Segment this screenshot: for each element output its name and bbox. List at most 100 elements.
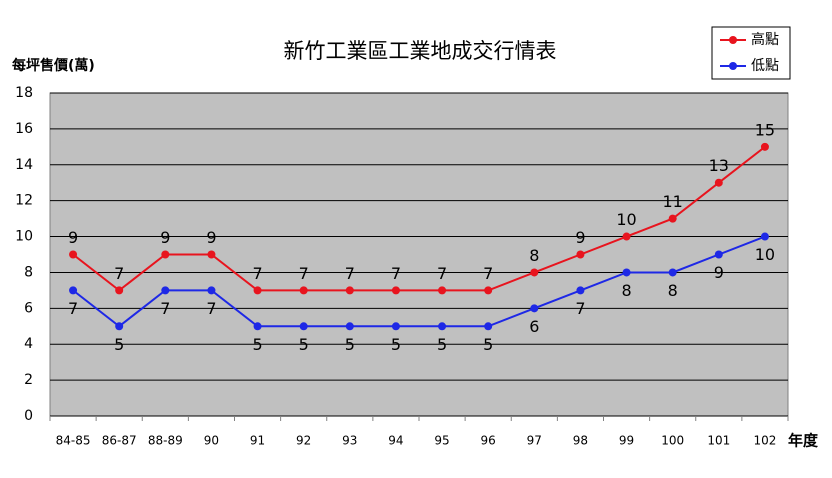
data-point xyxy=(438,322,447,331)
data-point xyxy=(391,322,400,331)
x-tick-label: 86-87 xyxy=(102,434,137,448)
data-label: 15 xyxy=(755,120,775,139)
legend-label: 高點 xyxy=(751,31,779,48)
data-point xyxy=(438,286,447,295)
data-point xyxy=(484,322,493,331)
x-tick-label: 102 xyxy=(753,434,776,448)
data-point xyxy=(299,322,308,331)
y-tick-label: 12 xyxy=(15,193,33,209)
x-axis-label: 年度 xyxy=(788,432,819,450)
x-tick-label: 100 xyxy=(661,434,684,448)
data-label: 5 xyxy=(252,335,262,354)
y-tick-label: 8 xyxy=(24,264,33,280)
data-label: 7 xyxy=(160,299,170,318)
chart-title: 新竹工業區工業地成交行情表 xyxy=(284,39,557,63)
legend-marker xyxy=(729,36,737,44)
y-tick-label: 18 xyxy=(15,85,33,101)
data-label: 10 xyxy=(616,210,636,229)
data-label: 8 xyxy=(529,246,539,265)
x-tick-label: 94 xyxy=(388,434,403,448)
data-label: 7 xyxy=(437,264,447,283)
data-point xyxy=(484,286,493,295)
data-point xyxy=(760,232,769,241)
data-label: 7 xyxy=(114,264,124,283)
data-point xyxy=(345,322,354,331)
data-point xyxy=(760,142,769,151)
y-tick-label: 4 xyxy=(24,336,33,352)
data-point xyxy=(69,286,78,295)
data-label: 8 xyxy=(621,281,631,300)
y-tick-label: 6 xyxy=(24,300,33,316)
data-label: 7 xyxy=(483,264,493,283)
x-tick-label: 93 xyxy=(342,434,357,448)
data-label: 7 xyxy=(345,264,355,283)
data-label: 11 xyxy=(663,192,683,211)
legend-box xyxy=(711,26,791,80)
data-point xyxy=(161,286,170,295)
data-label: 5 xyxy=(483,335,493,354)
data-point xyxy=(714,178,723,187)
data-point xyxy=(253,286,262,295)
x-tick-label: 97 xyxy=(527,434,542,448)
data-point xyxy=(161,250,170,259)
data-label: 9 xyxy=(160,228,170,247)
series-line xyxy=(72,146,766,292)
data-label: 9 xyxy=(68,228,78,247)
y-tick-label: 14 xyxy=(15,157,33,173)
data-label: 9 xyxy=(714,263,724,282)
x-tick-label: 101 xyxy=(707,434,730,448)
legend-label: 低點 xyxy=(751,58,779,74)
data-label: 8 xyxy=(668,281,678,300)
data-point xyxy=(668,268,677,277)
data-point xyxy=(69,250,78,259)
data-point xyxy=(391,286,400,295)
x-tick-label: 96 xyxy=(481,434,496,448)
legend-marker xyxy=(729,62,737,70)
data-label: 9 xyxy=(206,228,216,247)
x-tick-label: 99 xyxy=(619,434,634,448)
data-label: 7 xyxy=(299,264,309,283)
data-point xyxy=(253,322,262,331)
data-label: 10 xyxy=(755,245,775,264)
x-tick-label: 88-89 xyxy=(148,434,183,448)
y-axis-label: 每坪售價(萬) xyxy=(12,57,95,74)
data-label: 5 xyxy=(391,335,401,354)
y-tick-label: 2 xyxy=(24,372,33,388)
data-point xyxy=(115,322,124,331)
x-tick-label: 84-85 xyxy=(56,434,91,448)
series-line xyxy=(72,235,766,328)
data-label: 7 xyxy=(206,299,216,318)
data-label: 9 xyxy=(575,228,585,247)
data-point xyxy=(530,304,539,313)
data-point xyxy=(299,286,308,295)
data-label: 5 xyxy=(114,335,124,354)
data-point xyxy=(668,214,677,223)
data-point xyxy=(345,286,354,295)
data-point xyxy=(576,250,585,259)
data-point xyxy=(207,286,216,295)
data-label: 13 xyxy=(709,156,729,175)
data-label: 7 xyxy=(252,264,262,283)
data-point xyxy=(576,286,585,295)
data-point xyxy=(207,250,216,259)
x-tick-label: 92 xyxy=(296,434,311,448)
x-tick-label: 95 xyxy=(434,434,449,448)
data-point xyxy=(622,268,631,277)
y-tick-label: 16 xyxy=(15,121,33,137)
y-tick-label: 10 xyxy=(15,229,33,245)
x-tick-label: 98 xyxy=(573,434,588,448)
data-label: 5 xyxy=(299,335,309,354)
x-tick-label: 91 xyxy=(250,434,265,448)
y-tick-label: 0 xyxy=(24,408,33,424)
data-label: 5 xyxy=(437,335,447,354)
data-label: 5 xyxy=(345,335,355,354)
data-label: 7 xyxy=(391,264,401,283)
data-point xyxy=(622,232,631,241)
data-label: 7 xyxy=(575,299,585,318)
data-point xyxy=(530,268,539,277)
x-tick-label: 90 xyxy=(204,434,219,448)
data-point xyxy=(714,250,723,259)
data-label: 7 xyxy=(68,299,78,318)
data-label: 6 xyxy=(529,317,539,336)
